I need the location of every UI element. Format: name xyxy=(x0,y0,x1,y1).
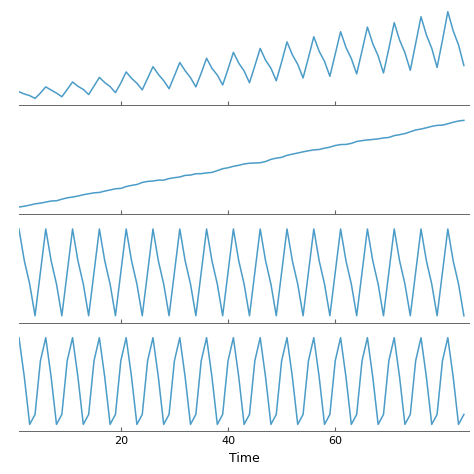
X-axis label: Time: Time xyxy=(229,452,259,465)
